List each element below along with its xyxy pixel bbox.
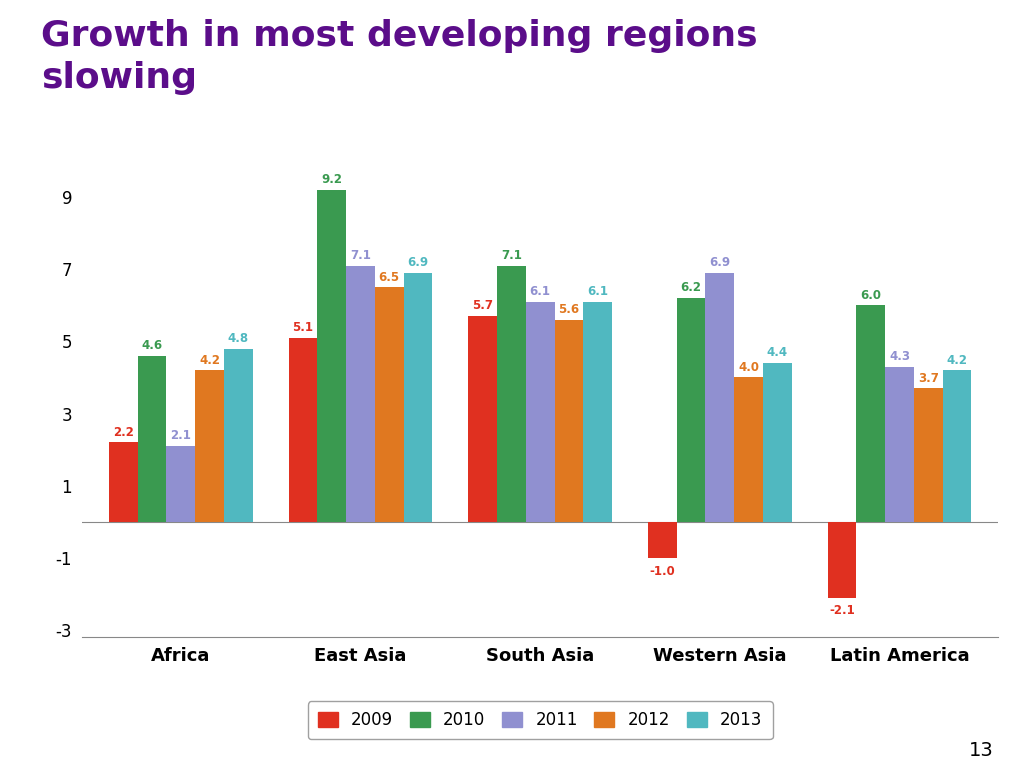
Text: 4.4: 4.4 <box>767 346 787 359</box>
Text: 2.2: 2.2 <box>113 425 134 439</box>
Text: 7.1: 7.1 <box>350 249 371 262</box>
Text: 6.5: 6.5 <box>379 270 399 283</box>
Text: -1.0: -1.0 <box>649 564 675 578</box>
Bar <box>525 302 555 522</box>
Text: 6.1: 6.1 <box>529 285 551 298</box>
Bar <box>317 190 346 522</box>
Bar <box>943 370 972 522</box>
Text: 6.9: 6.9 <box>408 257 428 269</box>
Bar <box>196 370 224 522</box>
Text: 6.1: 6.1 <box>587 285 608 298</box>
Bar <box>914 389 943 522</box>
Text: 4.0: 4.0 <box>738 361 759 374</box>
Bar <box>289 338 317 522</box>
Text: 5.1: 5.1 <box>293 321 313 334</box>
Text: 4.3: 4.3 <box>889 350 910 363</box>
Bar <box>584 302 612 522</box>
Bar <box>734 377 763 522</box>
Text: 6.2: 6.2 <box>681 281 701 294</box>
Bar <box>555 319 584 522</box>
Text: 4.2: 4.2 <box>199 353 220 366</box>
Bar <box>375 287 403 522</box>
Bar <box>763 363 792 522</box>
Text: Growth in most developing regions
slowing: Growth in most developing regions slowin… <box>41 19 758 95</box>
Bar <box>856 305 885 522</box>
Text: 6.0: 6.0 <box>860 289 882 302</box>
Bar <box>224 349 253 522</box>
Bar <box>706 273 734 522</box>
Bar <box>468 316 497 522</box>
Bar <box>677 298 706 522</box>
Text: 9.2: 9.2 <box>322 173 342 186</box>
Bar <box>827 522 856 598</box>
Bar <box>885 366 914 522</box>
Bar <box>109 442 137 522</box>
Text: 7.1: 7.1 <box>501 249 522 262</box>
Text: -2.1: -2.1 <box>829 604 855 617</box>
Legend: 2009, 2010, 2011, 2012, 2013: 2009, 2010, 2011, 2012, 2013 <box>308 701 772 740</box>
Text: 5.7: 5.7 <box>472 300 494 313</box>
Text: 4.2: 4.2 <box>946 353 968 366</box>
Text: 6.9: 6.9 <box>710 257 730 269</box>
Text: 4.8: 4.8 <box>227 332 249 345</box>
Bar <box>346 266 375 522</box>
Bar <box>137 356 166 522</box>
Bar <box>648 522 677 558</box>
Bar <box>403 273 432 522</box>
Bar <box>497 266 525 522</box>
Text: 2.1: 2.1 <box>170 429 191 442</box>
Text: 5.6: 5.6 <box>558 303 580 316</box>
Text: 4.6: 4.6 <box>141 339 163 353</box>
Text: 3.7: 3.7 <box>918 372 939 385</box>
Text: 13: 13 <box>969 741 993 760</box>
Bar <box>166 446 196 522</box>
